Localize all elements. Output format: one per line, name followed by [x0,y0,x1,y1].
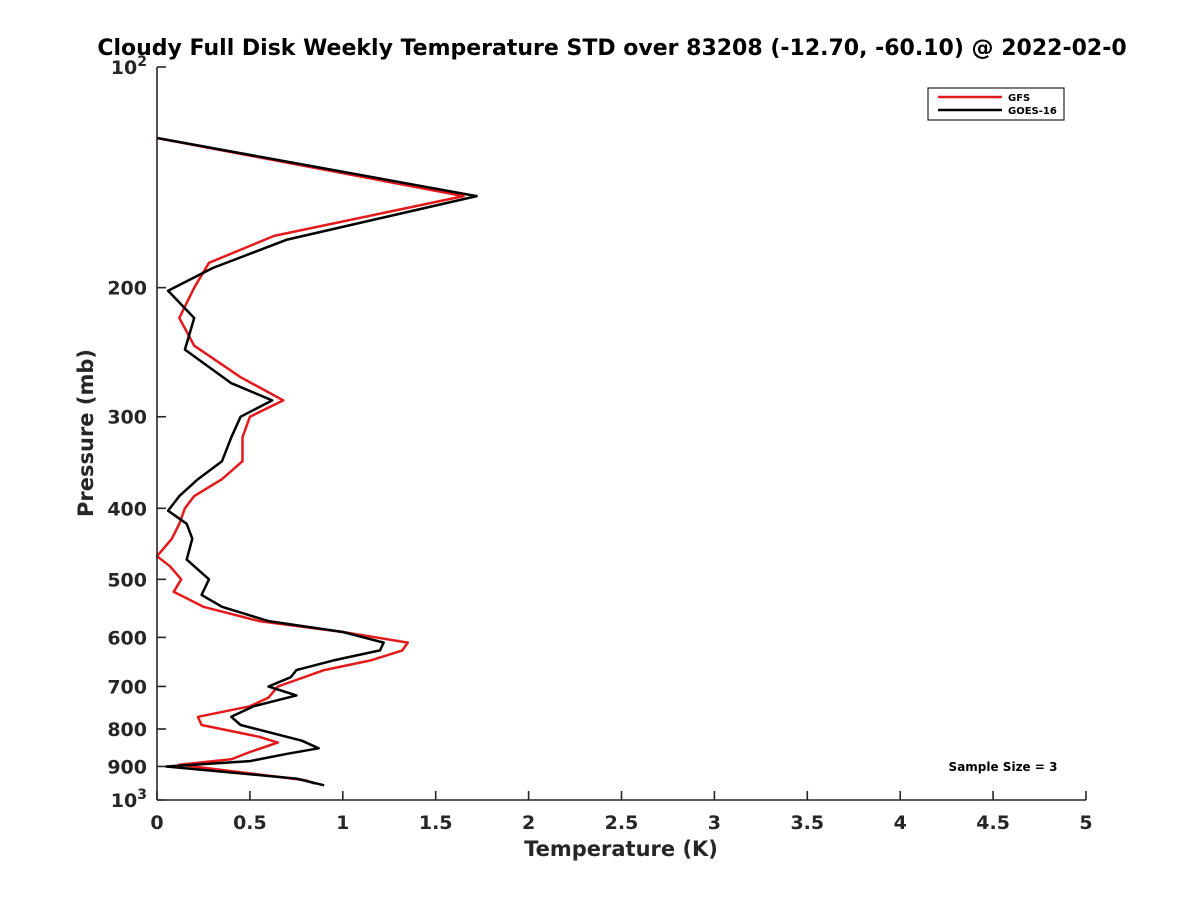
x-tick-label: 0.5 [233,812,267,834]
x-tick-label: 4 [894,812,907,834]
y-tick-label: 800 [107,719,147,741]
x-tick-label: 2 [522,812,535,834]
y-tick-label: 900 [107,756,147,778]
x-ticks: 0 0.5 1 1.5 2 2.5 3 3.5 4 4.5 5 [150,791,1093,834]
x-tick-label: 5 [1079,812,1092,834]
y-tick-label: 500 [107,569,147,591]
series-layer [155,136,478,787]
x-tick-label: 2.5 [605,812,639,834]
x-tick-label: 1.5 [419,812,453,834]
chart-title: Cloudy Full Disk Weekly Temperature STD … [97,36,1126,61]
x-tick-label: 3.5 [790,812,824,834]
y-axis-title: Pressure (mb) [74,349,98,517]
x-tick-label: 3 [708,812,721,834]
legend-label-gfs: GFS [1008,93,1030,104]
sample-size-annotation: Sample Size = 3 [949,760,1058,774]
x-tick-label: 0 [150,812,163,834]
legend-box [927,87,1065,121]
series-line-goes16 [156,136,478,787]
x-axis-title: Temperature (K) [524,837,718,861]
legend-label-goes16: GOES-16 [1008,106,1057,117]
legend: GFS GOES-16 [927,87,1065,121]
y-tick-label: 600 [107,627,147,649]
series-line-gfs [155,136,465,785]
y-tick-label: 300 [107,407,147,429]
x-tick-label: 1 [336,812,349,834]
y-tick-label: 700 [107,676,147,698]
y-tick-label: 400 [107,498,147,520]
y-tick-label: 200 [107,278,147,300]
x-tick-label: 4.5 [976,812,1010,834]
